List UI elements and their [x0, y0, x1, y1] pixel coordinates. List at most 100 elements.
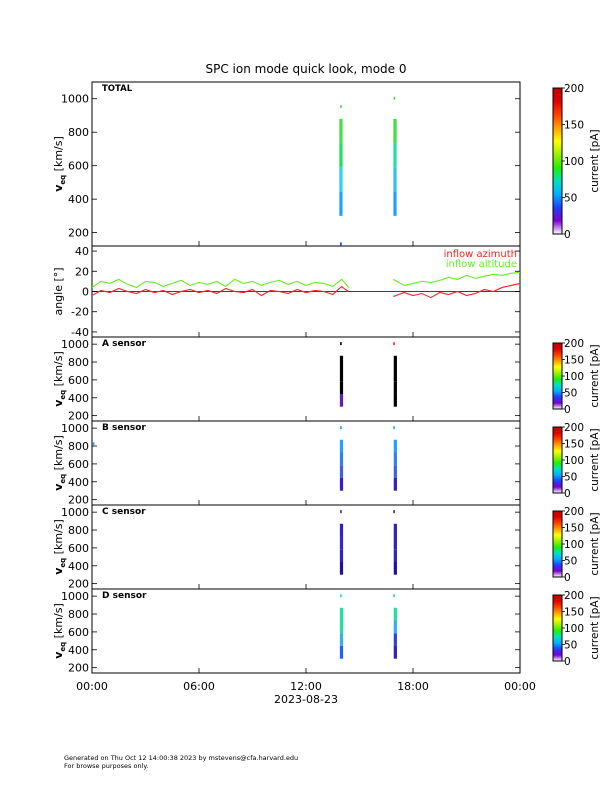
- a-sensor-ytick-label: 1000: [61, 338, 89, 351]
- total-strip-1-band: [393, 118, 397, 144]
- a-sensor-ylabel: veq [km/s]: [52, 351, 67, 407]
- c-sensor-ytick-label: 200: [68, 578, 89, 591]
- a-sensor-ytick-label: 800: [68, 356, 89, 369]
- angle-ylabel: angle [°]: [52, 267, 65, 315]
- c-sensor-ytick-label: 600: [68, 542, 89, 555]
- total-strip-0-band: [339, 191, 343, 216]
- d-sensor-colorbar-tick-label: 200: [564, 590, 584, 602]
- c-sensor-strip-1-band: [393, 523, 397, 537]
- angle-ytick-label: 20: [75, 265, 89, 278]
- total-strip-point: [393, 96, 396, 100]
- b-sensor-strip-point: [393, 426, 395, 430]
- total-ytick-label: 600: [68, 160, 89, 173]
- b-sensor-ylabel-v: v: [52, 483, 65, 491]
- a-sensor-colorbar-tick-label: 100: [564, 371, 584, 383]
- angle-ytick-label: -20: [71, 306, 89, 319]
- total-frame: [91, 81, 521, 247]
- b-sensor-ytick-label: 400: [68, 476, 89, 489]
- b-sensor-strip-1-band: [393, 439, 397, 453]
- c-sensor-strip-0-band: [339, 561, 344, 575]
- c-sensor-colorbar-tick-label: 150: [564, 523, 584, 535]
- b-sensor-colorbar-label: current [pA]: [589, 428, 601, 491]
- total-ytick-label: 800: [68, 126, 89, 139]
- c-sensor-colorbar-label: current [pA]: [589, 512, 601, 575]
- footer-generated: Generated on Thu Oct 12 14:00:38 2023 by…: [64, 754, 299, 762]
- b-sensor-strip-1-band: [393, 465, 397, 478]
- d-sensor-strip-1-band: [393, 633, 397, 646]
- a-sensor-strip-1-band: [393, 368, 397, 382]
- x-tick-label: 18:00: [397, 680, 429, 693]
- total-panel-label: TOTAL: [102, 84, 133, 94]
- d-sensor-ytick-label: 600: [68, 626, 89, 639]
- total-strip-1-band: [393, 167, 397, 192]
- d-sensor-ytick-label: 400: [68, 644, 89, 657]
- b-sensor-ylabel: veq [km/s]: [52, 435, 67, 491]
- total-colorbar-label: current [pA]: [589, 129, 601, 192]
- b-sensor-ytick-label: 1000: [61, 422, 89, 435]
- d-sensor-ylabel-v: v: [52, 651, 65, 659]
- footer-browse: For browse purposes only.: [64, 762, 149, 770]
- x-tick-label: 00:00: [504, 680, 536, 693]
- d-sensor-colorbar-tick-label: 0: [564, 656, 571, 668]
- b-sensor-ylabel-sub: eq: [59, 474, 67, 484]
- a-sensor-colorbar-tick-label: 200: [564, 338, 584, 350]
- total-strip-1-band: [393, 143, 397, 168]
- a-sensor-ytick-label: 400: [68, 392, 89, 405]
- angle-ytick-label: 0: [82, 286, 89, 299]
- d-sensor-ytick-label: 200: [68, 662, 89, 675]
- c-sensor-panel-label: C sensor: [102, 507, 146, 517]
- c-sensor-ylabel-sub: eq: [59, 558, 67, 568]
- b-sensor-colorbar-tick-label: 100: [564, 455, 584, 467]
- a-sensor-strip-1-band: [393, 355, 397, 369]
- altitude-series-line: [393, 271, 521, 287]
- b-sensor-colorbar-tick-label: 150: [564, 439, 584, 451]
- x-date-label: 2023-08-23: [274, 693, 338, 706]
- b-sensor-colorbar-tick-label: 0: [564, 488, 571, 500]
- x-tick-label: 00:00: [76, 680, 108, 693]
- c-sensor-ylabel-v: v: [52, 567, 65, 575]
- c-sensor-strip-0-band: [339, 549, 344, 562]
- x-tick-label: 12:00: [290, 680, 322, 693]
- a-sensor-ylabel-v: v: [52, 399, 65, 407]
- d-sensor-ylabel-sub: eq: [59, 642, 67, 652]
- angle-ytick-label: 40: [75, 245, 89, 258]
- a-sensor-strip-point: [340, 342, 342, 346]
- total-ytick-label: 200: [68, 227, 89, 240]
- a-sensor-strip-0-band: [339, 381, 344, 394]
- altitude-series-line: [91, 278, 350, 289]
- c-sensor-strip-1-band: [393, 549, 397, 562]
- d-sensor-ytick-label: 800: [68, 608, 89, 621]
- a-sensor-ytick-label: 200: [68, 410, 89, 423]
- c-sensor-strip-0-band: [339, 523, 344, 537]
- a-sensor-strip-0-band: [339, 393, 344, 407]
- a-sensor-colorbar-tick-label: 50: [564, 388, 577, 400]
- c-sensor-colorbar-tick-label: 100: [564, 539, 584, 551]
- a-sensor-ylabel-unit: [km/s]: [52, 351, 65, 390]
- a-sensor-ylabel-sub: eq: [59, 390, 67, 400]
- legend-altitude: inflow altitude: [446, 259, 517, 270]
- b-sensor-strip-0-band: [339, 439, 344, 453]
- a-sensor-ytick-label: 600: [68, 374, 89, 387]
- b-sensor-colorbar: [552, 426, 563, 494]
- c-sensor-ytick-label: 1000: [61, 506, 89, 519]
- d-sensor-strip-0-band: [339, 620, 344, 634]
- c-sensor-ytick-label: 800: [68, 524, 89, 537]
- a-sensor-strip-0-band: [339, 355, 344, 369]
- d-sensor-ylabel-unit: [km/s]: [52, 603, 65, 642]
- total-strip-0-band: [339, 167, 343, 192]
- azimuth-series-line: [393, 282, 521, 299]
- c-sensor-strip-1-band: [393, 536, 397, 550]
- b-sensor-frame: [91, 420, 521, 506]
- d-sensor-strip-1-band: [393, 620, 397, 634]
- b-sensor-strip-point: [92, 442, 95, 446]
- total-colorbar-tick-label: 100: [564, 156, 584, 168]
- azimuth-series-line: [91, 285, 350, 297]
- c-sensor-strip-point: [340, 510, 342, 514]
- d-sensor-strip-0-band: [339, 633, 344, 646]
- d-sensor-colorbar: [552, 594, 563, 662]
- b-sensor-ytick-label: 800: [68, 440, 89, 453]
- total-strip-1-band: [393, 191, 397, 216]
- total-ytick-label: 1000: [61, 93, 89, 106]
- b-sensor-ytick-label: 600: [68, 458, 89, 471]
